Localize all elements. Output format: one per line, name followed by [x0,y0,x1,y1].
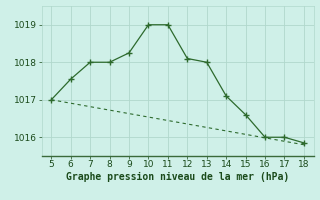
X-axis label: Graphe pression niveau de la mer (hPa): Graphe pression niveau de la mer (hPa) [66,172,289,182]
